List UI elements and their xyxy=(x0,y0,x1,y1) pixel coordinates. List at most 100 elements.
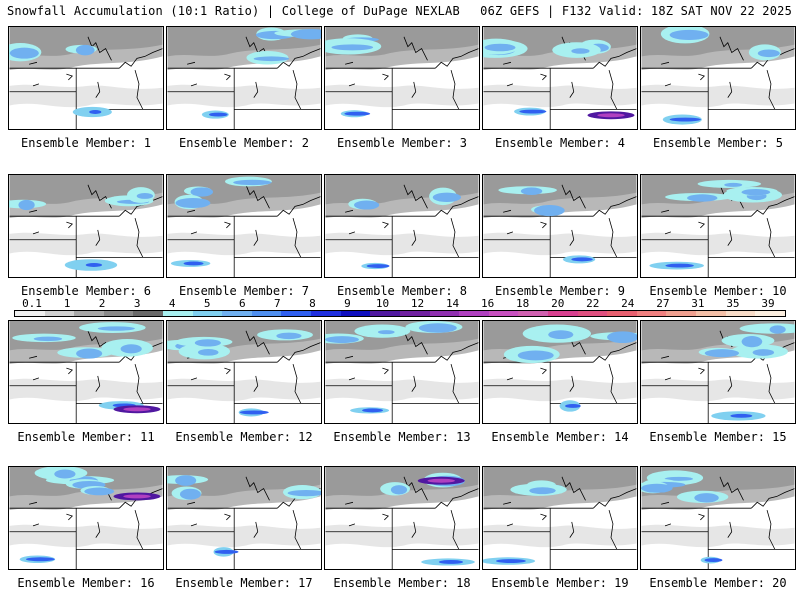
ensemble-panel xyxy=(324,174,480,278)
ensemble-member-label: Ensemble Member: 7 xyxy=(178,284,310,298)
snowfall-map xyxy=(483,321,637,423)
legend-tick-label: 24 xyxy=(621,297,635,310)
snowfall-map xyxy=(483,27,637,129)
ensemble-member-label: Ensemble Member: 11 xyxy=(17,430,155,444)
ensemble-panel xyxy=(166,174,322,278)
legend-swatch xyxy=(281,311,312,316)
legend-swatch xyxy=(429,311,460,316)
legend-swatch xyxy=(459,311,489,316)
legend-swatch xyxy=(577,311,608,316)
ensemble-panel xyxy=(324,466,480,570)
legend-tick-label: 2 xyxy=(98,297,106,310)
legend-tick-label: 16 xyxy=(480,297,495,310)
legend-swatch xyxy=(222,311,252,316)
legend-tick-label: 1 xyxy=(63,297,71,310)
legend-swatch xyxy=(696,311,726,316)
legend-swatch xyxy=(192,311,223,316)
snowfall-map xyxy=(9,467,163,569)
legend-swatch xyxy=(725,311,756,316)
color-legend xyxy=(14,310,786,317)
snowfall-map xyxy=(167,175,321,277)
ensemble-panel xyxy=(8,174,164,278)
legend-swatch xyxy=(133,311,164,316)
legend-swatch xyxy=(666,311,697,316)
ensemble-panel xyxy=(324,26,480,130)
legend-swatch xyxy=(755,311,785,316)
snowfall-map xyxy=(167,27,321,129)
snowfall-map xyxy=(9,321,163,423)
snowfall-map xyxy=(483,175,637,277)
legend-tick-label: 31 xyxy=(691,297,705,310)
legend-tick-label: 12 xyxy=(410,297,425,310)
legend-swatch xyxy=(370,311,400,316)
ensemble-member-label: Ensemble Member: 14 xyxy=(491,430,629,444)
ensemble-panel xyxy=(482,174,638,278)
snowfall-map xyxy=(9,27,163,129)
legend-swatch xyxy=(74,311,104,316)
ensemble-member-label: Ensemble Member: 2 xyxy=(178,136,310,150)
legend-tick-label: 8 xyxy=(309,297,316,310)
ensemble-panel xyxy=(8,320,164,424)
ensemble-member-label: Ensemble Member: 17 xyxy=(175,576,313,590)
snowfall-map xyxy=(325,175,479,277)
legend-tick-label: 22 xyxy=(586,297,600,310)
ensemble-member-label: Ensemble Member: 1 xyxy=(20,136,152,150)
legend-tick-label: 35 xyxy=(726,297,740,310)
legend-tick-label: 4 xyxy=(168,297,176,310)
page-title: Snowfall Accumulation (10:1 Ratio) | Col… xyxy=(7,4,460,18)
legend-tick-label: 0.1 xyxy=(22,297,42,310)
legend-tick-label: 27 xyxy=(656,297,670,310)
legend-tick-label: 9 xyxy=(344,297,351,310)
ensemble-member-label: Ensemble Member: 12 xyxy=(175,430,313,444)
ensemble-member-label: Ensemble Member: 18 xyxy=(333,576,471,590)
ensemble-member-label: Ensemble Member: 8 xyxy=(336,284,468,298)
ensemble-panel xyxy=(166,26,322,130)
snowfall-map xyxy=(167,321,321,423)
legend-swatch xyxy=(340,311,371,316)
ensemble-panel xyxy=(640,320,796,424)
ensemble-member-label: Ensemble Member: 20 xyxy=(649,576,787,590)
legend-tick-label: 14 xyxy=(445,297,460,310)
legend-tick-label: 10 xyxy=(375,297,390,310)
snowfall-map xyxy=(641,175,795,277)
ensemble-panel xyxy=(482,26,638,130)
legend-labels: 0.1 1 2 3 4 5 6 7 8 9 10 12 14 16 18 20 22 24 27 31 35 39 xyxy=(14,297,786,310)
ensemble-panel xyxy=(640,26,796,130)
snowfall-map xyxy=(325,27,479,129)
legend-swatch xyxy=(607,311,637,316)
ensemble-panel xyxy=(8,26,164,130)
legend-swatch xyxy=(547,311,578,316)
legend-swatch xyxy=(488,311,519,316)
ensemble-member-label: Ensemble Member: 9 xyxy=(494,284,626,298)
ensemble-panel xyxy=(8,466,164,570)
ensemble-member-label: Ensemble Member: 13 xyxy=(333,430,471,444)
legend-tick-label: 6 xyxy=(238,297,246,310)
legend-swatch xyxy=(15,311,45,316)
snowfall-map xyxy=(641,27,795,129)
legend-tick-label: 7 xyxy=(274,297,281,310)
snowfall-map xyxy=(9,175,163,277)
ensemble-panel xyxy=(482,466,638,570)
ensemble-member-label: Ensemble Member: 19 xyxy=(491,576,629,590)
ensemble-panel xyxy=(640,174,796,278)
legend-swatch xyxy=(311,311,341,316)
ensemble-panel xyxy=(640,466,796,570)
snowfall-map xyxy=(167,467,321,569)
ensemble-member-label: Ensemble Member: 15 xyxy=(649,430,787,444)
legend-swatch xyxy=(399,311,430,316)
legend-swatch xyxy=(163,311,193,316)
run-info: 06Z GEFS | F132 Valid: 18Z SAT NOV 22 20… xyxy=(480,4,792,18)
legend-swatch xyxy=(518,311,548,316)
ensemble-member-label: Ensemble Member: 6 xyxy=(20,284,152,298)
ensemble-panel xyxy=(166,466,322,570)
legend-tick-label: 5 xyxy=(203,297,211,310)
snowfall-map xyxy=(325,321,479,423)
legend-tick-label: 18 xyxy=(516,297,530,310)
legend-tick-label: 20 xyxy=(551,297,565,310)
legend-swatch xyxy=(103,311,134,316)
snowfall-map xyxy=(641,321,795,423)
ensemble-member-label: Ensemble Member: 4 xyxy=(494,136,626,150)
legend-swatch xyxy=(636,311,667,316)
ensemble-panel xyxy=(324,320,480,424)
legend-swatch xyxy=(251,311,282,316)
